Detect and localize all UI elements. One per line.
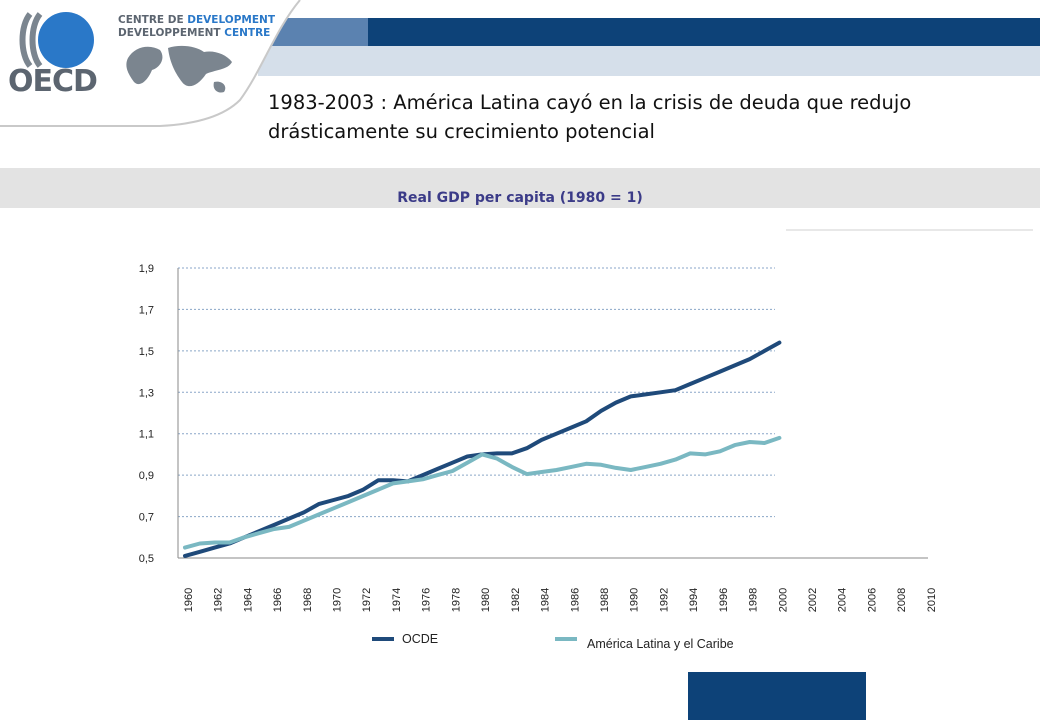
x-tick-label: 2004	[837, 588, 849, 612]
centre-line-1-a: CENTRE DE	[118, 14, 184, 26]
x-tick-label: 1976	[421, 588, 433, 612]
legend-swatch-oecd	[372, 637, 394, 641]
y-tick-label: 0,7	[139, 512, 154, 524]
centre-line-1-b: DEVELOPMENT	[187, 14, 275, 26]
y-tick-label: 1,5	[139, 346, 154, 358]
x-tick-label: 1994	[688, 588, 700, 612]
series-line-latam	[183, 435, 782, 550]
x-tick-label: 1986	[569, 588, 581, 612]
oecd-logo-text: OECD	[8, 64, 98, 99]
legend-label-latam: América Latina y el Caribe	[587, 637, 734, 651]
x-tick-label: 1992	[658, 588, 670, 612]
header-pale-bar	[258, 46, 1040, 76]
centre-line-1: CENTRE DE DEVELOPMENT	[118, 14, 275, 26]
x-tick-label: 1960	[183, 588, 195, 612]
x-tick-label: 1966	[272, 588, 284, 612]
x-tick-label: 2008	[896, 588, 908, 612]
oecd-logo-icon	[19, 12, 94, 68]
x-tick-label: 2002	[807, 588, 819, 612]
x-tick-label: 1974	[391, 588, 403, 612]
x-tick-label: 1984	[540, 588, 552, 612]
x-tick-label: 1988	[599, 588, 611, 612]
y-tick-label: 1,3	[139, 387, 154, 399]
x-tick-label: 1982	[510, 588, 522, 612]
x-tick-label: 1968	[302, 588, 314, 612]
y-tick-label: 1,9	[139, 263, 154, 275]
legend-label-oecd: OCDE	[402, 632, 439, 646]
logo-panel-edge	[0, 0, 301, 127]
header-navy-bar	[258, 18, 1040, 46]
y-tick-label: 0,9	[139, 470, 154, 482]
chart-grid	[178, 267, 775, 518]
x-tick-label: 2000	[777, 588, 789, 612]
centre-line-2-b: CENTRE	[224, 27, 271, 39]
centre-line-2: DEVELOPPEMENT CENTRE	[118, 27, 270, 39]
chart-axes: 0,5 0,7 0,9 1,1 1,3 1,5 1,7 1,9 1960 1962 1964 1966…	[139, 263, 938, 612]
series-line-oecd	[183, 340, 782, 558]
chart-series	[183, 340, 782, 558]
title-band	[0, 168, 1040, 208]
legend-swatch-latam	[555, 637, 577, 641]
footer-navy-block	[688, 672, 866, 720]
y-tick-label: 1,7	[139, 304, 154, 316]
slide-title: 1983-2003 : América Latina cayó en la cr…	[268, 91, 912, 143]
x-tick-label: 1972	[361, 588, 373, 612]
x-tick-label: 1964	[242, 588, 254, 612]
x-tick-label: 1980	[480, 588, 492, 612]
x-tick-label: 1996	[718, 588, 730, 612]
x-tick-label: 1998	[748, 588, 760, 612]
x-tick-label: 1962	[213, 588, 225, 612]
x-tick-label: 1978	[450, 588, 462, 612]
x-tick-label: 2010	[926, 588, 938, 612]
chart-title: Real GDP per capita (1980 = 1)	[397, 190, 643, 206]
centre-line-2-a: DEVELOPPEMENT	[118, 27, 221, 39]
y-tick-label: 1,1	[139, 429, 154, 441]
x-tick-label: 2006	[866, 588, 878, 612]
y-tick-label: 0,5	[139, 553, 154, 565]
world-map-icon	[126, 45, 232, 93]
x-tick-label: 1990	[629, 588, 641, 612]
x-tick-label: 1970	[332, 588, 344, 612]
